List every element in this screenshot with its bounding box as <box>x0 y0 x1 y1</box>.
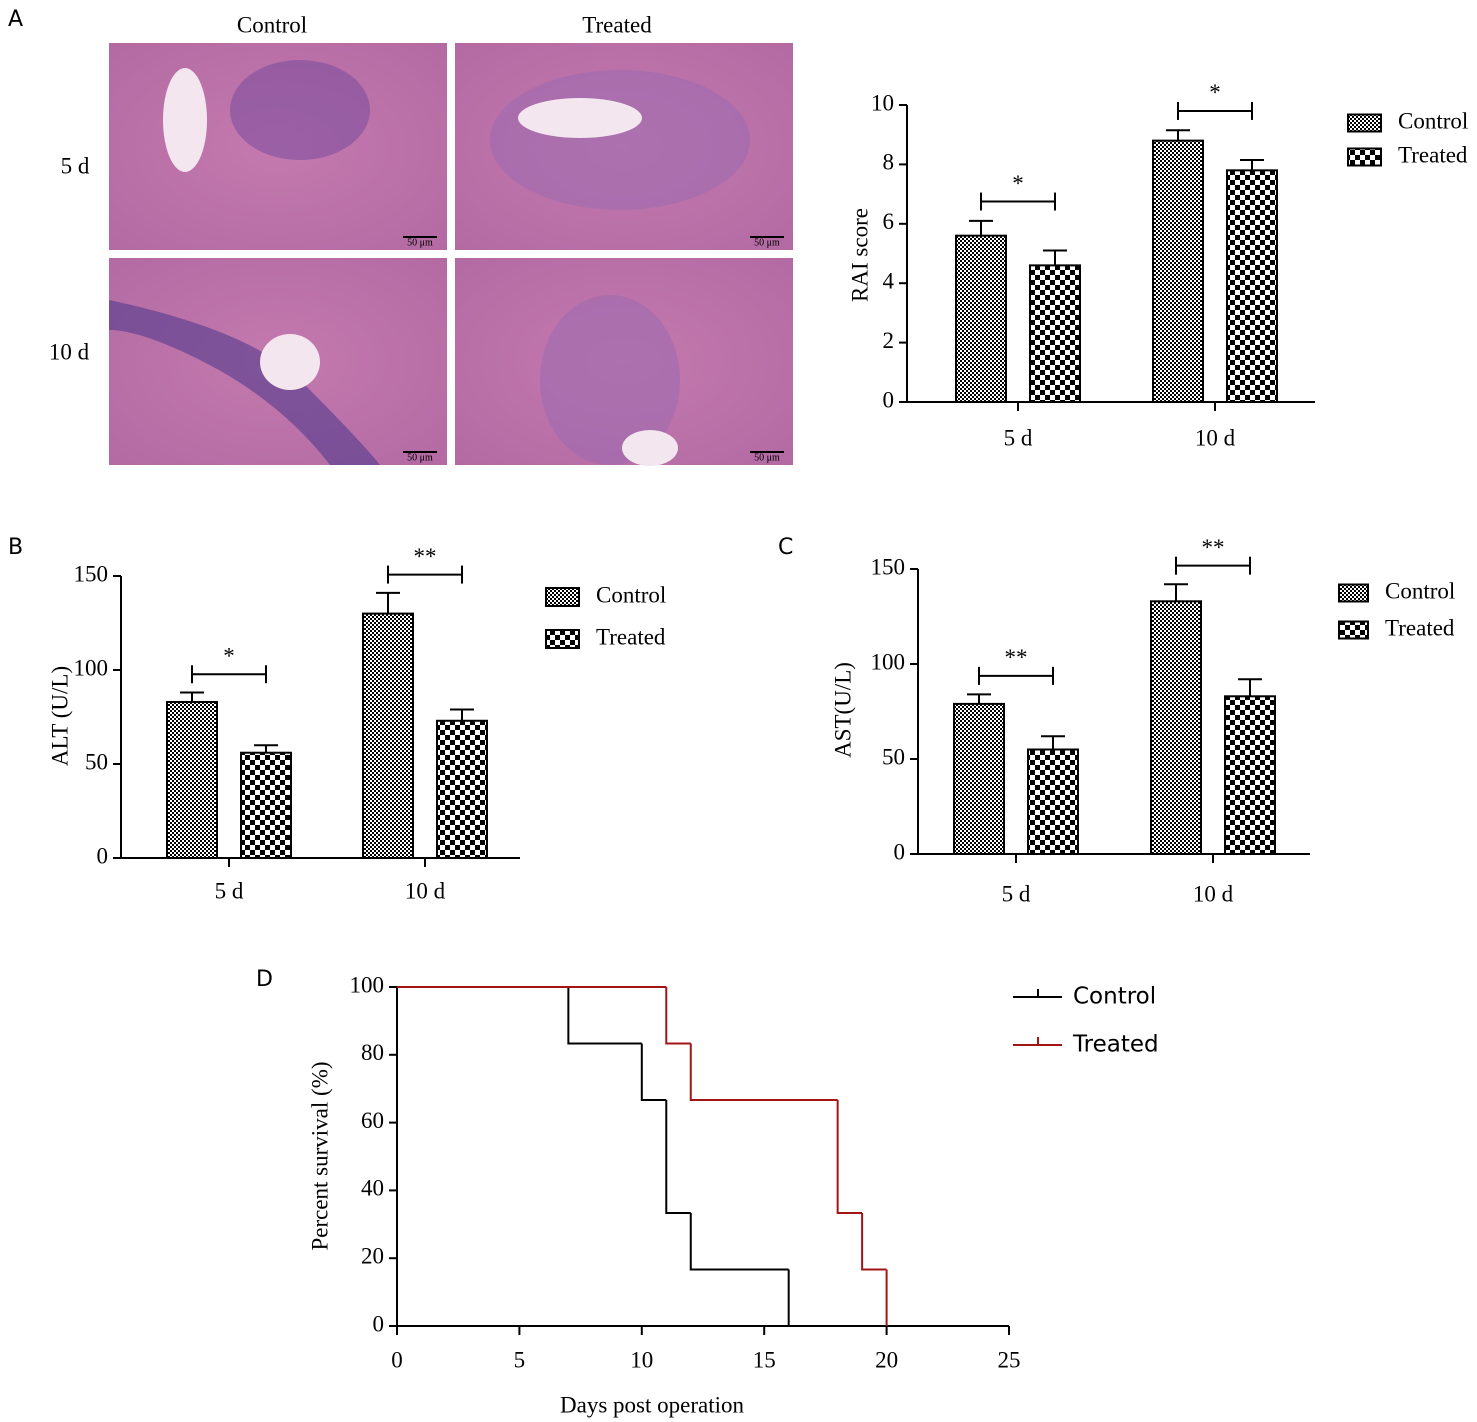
survival-step <box>665 987 691 1045</box>
y-tick-label: 2 <box>883 328 895 353</box>
legend-swatch <box>545 629 580 649</box>
x-tick-label: 5 d <box>1004 425 1033 450</box>
x-tick-label: 15 <box>753 1347 776 1372</box>
bar <box>436 719 488 860</box>
legend-swatch <box>1338 583 1369 603</box>
y-tick-label: 100 <box>350 972 385 997</box>
y-tick-label: 20 <box>361 1243 384 1268</box>
bar <box>953 702 1005 856</box>
y-axis-title: RAI score <box>847 208 872 302</box>
legend-label: Treated <box>1385 615 1455 640</box>
micrograph: 50 μm <box>109 43 447 250</box>
x-tick-label: 10 d <box>1195 425 1236 450</box>
y-tick-label: 0 <box>373 1311 385 1336</box>
scale-bar-label: 50 μm <box>407 452 433 463</box>
x-tick-label: 5 d <box>215 878 244 903</box>
legend-label: Treated <box>596 624 666 649</box>
y-tick-label: 150 <box>871 554 906 579</box>
legend-label: Treated <box>1398 142 1468 167</box>
column-label: Treated <box>582 12 652 37</box>
survival-step <box>861 1213 887 1271</box>
significance-label: * <box>1012 171 1024 196</box>
y-tick-label: 4 <box>883 268 895 293</box>
y-tick-label: 8 <box>883 150 895 175</box>
legend-label: Control <box>596 582 666 607</box>
y-tick-label: 0 <box>97 843 109 868</box>
legend-label: Treated <box>1072 1032 1159 1058</box>
bar <box>1029 264 1081 403</box>
bar <box>1150 600 1202 855</box>
legend-swatch <box>1347 113 1382 133</box>
y-tick-label: 0 <box>894 839 906 864</box>
x-tick-label: 5 <box>514 1347 526 1372</box>
x-tick-label: 25 <box>998 1347 1021 1372</box>
panel-label: D <box>256 967 273 992</box>
x-tick-label: 10 d <box>405 878 446 903</box>
survival-step <box>836 1099 863 1215</box>
x-tick-label: 5 d <box>1002 881 1031 906</box>
y-tick-label: 100 <box>74 655 109 680</box>
y-tick-label: 50 <box>85 749 108 774</box>
legend-label: Control <box>1073 984 1156 1010</box>
bar <box>166 700 218 860</box>
micrograph: 50 μm <box>109 258 447 465</box>
y-axis-title: Percent survival (%) <box>307 1061 332 1250</box>
legend-label: Control <box>1385 578 1455 603</box>
legend-swatch <box>1338 620 1369 640</box>
bar <box>1224 695 1276 855</box>
bar <box>362 612 414 859</box>
y-tick-label: 100 <box>871 649 906 674</box>
legend-swatch <box>545 587 580 607</box>
row-label: 5 d <box>61 153 90 178</box>
y-tick-label: 10 <box>871 90 894 115</box>
significance-label: ** <box>1202 535 1225 560</box>
survival-step <box>567 987 642 1045</box>
survival-step <box>640 1043 667 1101</box>
bar <box>955 234 1007 403</box>
y-axis-title: AST(U/L) <box>830 662 855 758</box>
bar <box>1226 169 1278 403</box>
column-label: Control <box>237 12 307 37</box>
y-tick-label: 50 <box>882 744 905 769</box>
panel-label: A <box>8 7 23 32</box>
legend-swatch <box>1347 147 1382 167</box>
y-tick-label: 60 <box>361 1108 384 1133</box>
bar <box>1027 748 1079 855</box>
panel-label: C <box>778 535 793 560</box>
scale-bar-label: 50 μm <box>754 452 780 463</box>
x-tick-label: 20 <box>875 1347 898 1372</box>
significance-label: * <box>1209 80 1221 105</box>
legend-label: Control <box>1398 108 1468 133</box>
survival-step <box>689 1213 789 1271</box>
y-tick-label: 6 <box>883 209 895 234</box>
x-tick-label: 10 <box>630 1347 653 1372</box>
y-tick-label: 0 <box>883 387 895 412</box>
bar <box>1152 139 1204 403</box>
micrograph: 50 μm <box>455 43 793 250</box>
x-axis-title: Days post operation <box>560 1392 744 1417</box>
scale-bar-label: 50 μm <box>407 237 433 248</box>
survival-step <box>689 1043 838 1101</box>
scale-bar-label: 50 μm <box>754 237 780 248</box>
micrograph: 50 μm <box>455 258 793 466</box>
panel-label: B <box>8 535 23 560</box>
row-label: 10 d <box>49 339 90 364</box>
y-tick-label: 80 <box>361 1040 384 1065</box>
y-tick-label: 150 <box>74 561 109 586</box>
x-tick-label: 10 d <box>1193 881 1234 906</box>
significance-label: ** <box>414 544 437 569</box>
significance-label: ** <box>1005 645 1028 670</box>
y-axis-title: ALT (U/L) <box>47 666 72 766</box>
survival-step <box>665 1099 691 1215</box>
y-tick-label: 40 <box>361 1176 384 1201</box>
significance-label: * <box>223 644 235 669</box>
x-tick-label: 0 <box>391 1347 403 1372</box>
bar <box>240 751 292 859</box>
